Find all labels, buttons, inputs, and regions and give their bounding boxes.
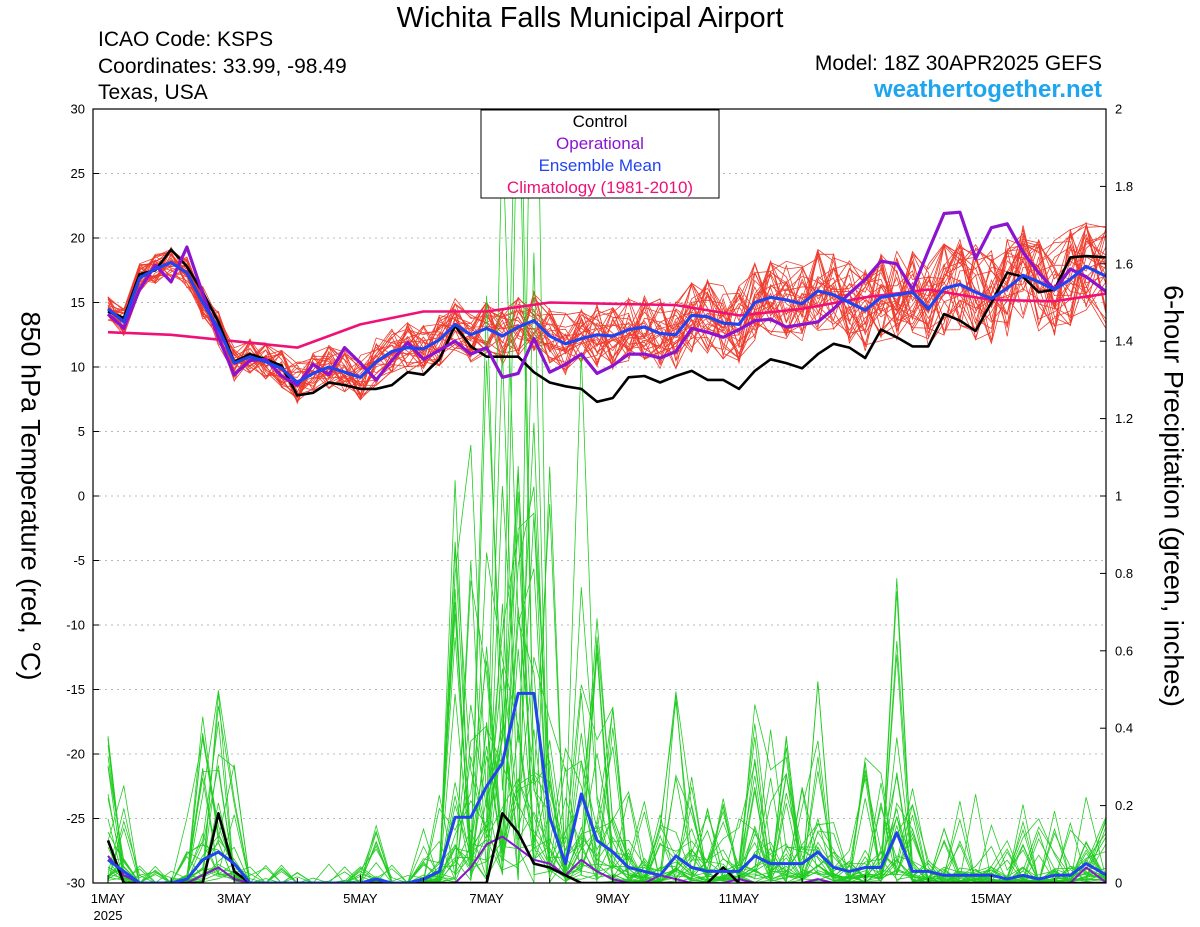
precip-member-line	[107, 128, 1106, 883]
y-left-tick-label: 25	[71, 166, 85, 181]
y-right-tick-label: 0.2	[1115, 798, 1133, 813]
series-operational_precip	[107, 835, 1106, 883]
model-run: Model: 18Z 30APR2025 GEFS	[814, 52, 1102, 75]
y-right-tick-label: 1.2	[1115, 411, 1133, 426]
region: Texas, USA	[98, 81, 208, 104]
precip-members	[107, 109, 1106, 883]
y-left-tick-label: 20	[71, 231, 85, 246]
series-mean_temp	[106, 260, 1106, 385]
series-operational	[106, 210, 1106, 387]
precip-member-line	[107, 465, 1106, 883]
precip-member-line	[107, 444, 1106, 883]
x-tick-sublabel: 2025	[94, 908, 123, 923]
y-left-tick-label: -30	[66, 876, 85, 891]
key-series	[106, 210, 1106, 883]
y-left-tick-label: -20	[66, 747, 85, 762]
y-right-tick-label: 1.6	[1115, 256, 1133, 271]
temp-members	[107, 221, 1106, 405]
temp-member-line	[107, 225, 1106, 387]
y-axis-right: 2 1.8 1.6 1.4 1.2 1 0.8 0.6 0.4 0.2 0	[1100, 102, 1133, 891]
y-left-tick-label: -10	[66, 618, 85, 633]
x-tick-label: 15MAY	[971, 891, 1013, 906]
temp-member-line	[107, 240, 1106, 387]
x-tick-label: 5MAY	[343, 891, 378, 906]
legend-item: Climatology (1981-2010)	[507, 178, 693, 197]
precip-member-line	[107, 352, 1106, 883]
y-right-tick-label: 2	[1115, 102, 1122, 117]
precip-member-line	[107, 491, 1106, 883]
temp-member-line	[107, 235, 1106, 398]
legend-item: Ensemble Mean	[539, 156, 662, 175]
coordinates: Coordinates: 33.99, -98.49	[98, 55, 347, 78]
y-left-tick-label: 15	[71, 295, 85, 310]
precip-member-line	[107, 515, 1106, 883]
precip-member-line	[107, 109, 1106, 883]
precip-member-line	[107, 480, 1106, 883]
precip-member-line	[107, 607, 1106, 883]
x-tick-label: 13MAY	[844, 891, 886, 906]
chart-title: Wichita Falls Municipal Airport	[396, 2, 784, 34]
y-right-tick-label: 0.6	[1115, 643, 1133, 658]
y-left-tick-label: -5	[73, 553, 85, 568]
series-control	[107, 248, 1106, 404]
x-tick-label: 1MAY	[91, 891, 126, 906]
series-climatology	[107, 288, 1106, 349]
y-right-tick-label: 0.4	[1115, 721, 1133, 736]
precip-member-line	[107, 568, 1106, 883]
x-axis: 1MAY 2025 3MAY 5MAY 7MAY 9MAY 11MAY 13MAY 15MAY	[91, 875, 1055, 923]
y-right-tick-label: 0.8	[1115, 566, 1133, 581]
precip-member-line	[107, 486, 1106, 883]
temp-member-line	[107, 243, 1106, 403]
y-right-tick-label: 1	[1115, 489, 1122, 504]
x-tick-label: 3MAY	[217, 891, 252, 906]
legend-item: Operational	[556, 134, 644, 153]
icao-code: ICAO Code: KSPS	[98, 28, 274, 51]
precip-member-line	[107, 466, 1106, 883]
x-tick-label: 11MAY	[719, 891, 760, 906]
legend-box	[480, 109, 720, 199]
legend-item: Control	[573, 112, 628, 131]
y-axis-left: 30 25 20 15 10 5 0 -5 -10 -15 -20 -25 -30	[66, 102, 99, 891]
x-tick-label: 7MAY	[469, 891, 504, 906]
y-right-tick-label: 0	[1115, 876, 1122, 891]
y-left-tick-label: 30	[71, 102, 85, 117]
y-left-tick-label: 5	[78, 424, 85, 439]
temp-member-line	[107, 229, 1106, 387]
site-link[interactable]: weathertogether.net	[873, 76, 1102, 103]
y-right-tick-label: 1.8	[1115, 179, 1133, 194]
y-left-tick-label: -25	[66, 811, 85, 826]
legend: Control Operational Ensemble Mean Climatolo…	[480, 109, 720, 199]
y-left-tick-label: -15	[66, 682, 85, 697]
precip-member-line	[107, 295, 1106, 883]
series-mean_precip	[107, 691, 1106, 883]
temp-member-line	[107, 223, 1106, 405]
precip-member-line	[107, 548, 1106, 883]
y-left-tick-label: 0	[78, 489, 85, 504]
y-right-tick-label: 1.4	[1115, 334, 1133, 349]
x-tick-label: 9MAY	[596, 891, 631, 906]
y-left-tick-label: 10	[71, 360, 85, 375]
